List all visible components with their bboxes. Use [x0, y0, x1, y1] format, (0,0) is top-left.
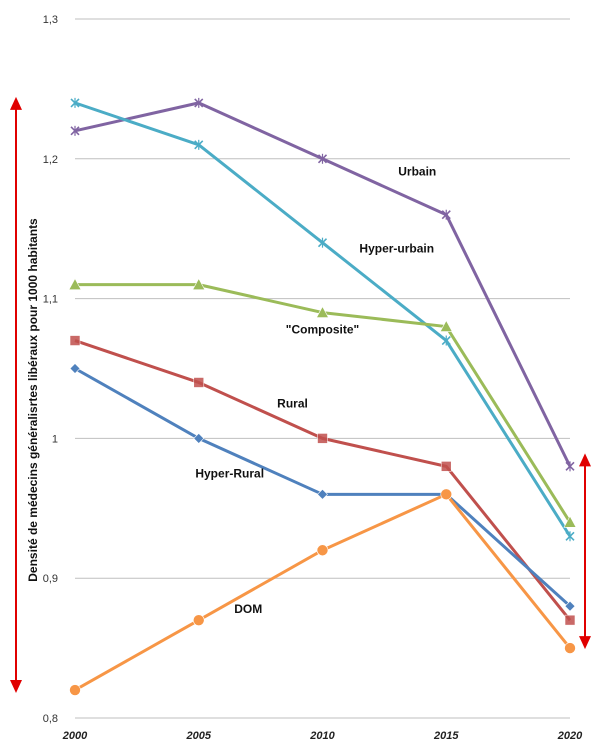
data-point [441, 335, 451, 346]
data-point [440, 461, 452, 472]
data-point [193, 432, 205, 444]
data-point [193, 377, 205, 388]
data-point [564, 642, 576, 654]
data-point [194, 97, 204, 108]
x-tick-label: 2015 [433, 730, 459, 742]
series [70, 97, 575, 472]
y-tick-label: 1,1 [43, 294, 58, 306]
data-point [69, 335, 81, 346]
range-double-arrow [10, 96, 22, 694]
data-point [563, 515, 577, 528]
data-point [316, 544, 329, 557]
series-label: Hyper-Rural [195, 467, 264, 481]
series [69, 335, 576, 626]
x-tick-label: 2020 [557, 730, 583, 742]
data-point [317, 153, 328, 164]
annotations [10, 96, 591, 694]
y-tick-label: 1,2 [43, 154, 58, 166]
data-point [70, 125, 80, 136]
data-point [69, 363, 81, 374]
data-point [564, 600, 576, 612]
series-label: Hyper-urbain [359, 241, 434, 255]
series [70, 97, 575, 542]
data-point [317, 488, 328, 500]
series-label: "Composite" [286, 323, 359, 337]
data-point [315, 305, 330, 318]
y-tick-label: 0,9 [43, 573, 58, 585]
data-point [194, 139, 204, 150]
gridlines [75, 18, 570, 719]
data-point [317, 237, 328, 248]
series [69, 488, 576, 696]
y-tick-label: 1,3 [43, 14, 58, 26]
data-point [317, 433, 328, 444]
series-line [74, 101, 572, 538]
series-label: Rural [277, 397, 308, 411]
y-axis-label: Densité de médecins généralisrtes libéra… [26, 218, 40, 582]
series-lines [68, 97, 577, 696]
x-tick-label: 2010 [309, 730, 335, 742]
data-point [565, 531, 575, 542]
data-point [192, 614, 205, 626]
y-tick-label: 1 [52, 433, 58, 445]
data-point [68, 277, 82, 290]
data-point [70, 97, 80, 108]
data-point [440, 488, 453, 501]
x-axis-ticks: 2000 2005 2010 2015 2020 [62, 730, 583, 742]
x-tick-label: 2000 [62, 730, 88, 742]
data-point [439, 319, 453, 332]
series-label: Urbain [398, 165, 436, 179]
range-double-arrow [579, 453, 591, 650]
y-axis-ticks: 0,8 0,9 1 1,1 1,2 1,3 [43, 14, 58, 725]
data-point [69, 684, 81, 696]
data-point [192, 277, 206, 290]
series-line [74, 492, 572, 692]
series [69, 363, 576, 612]
data-point [564, 614, 576, 626]
series-line [75, 283, 572, 524]
x-tick-label: 2005 [186, 730, 212, 742]
series [68, 277, 577, 528]
series-labels: Urbain Hyper-urbain "Composite" Rural Hyper-… [195, 165, 436, 617]
data-point [441, 209, 451, 220]
series-label: DOM [234, 602, 262, 616]
y-tick-label: 0,8 [43, 713, 58, 725]
data-point [565, 461, 575, 472]
